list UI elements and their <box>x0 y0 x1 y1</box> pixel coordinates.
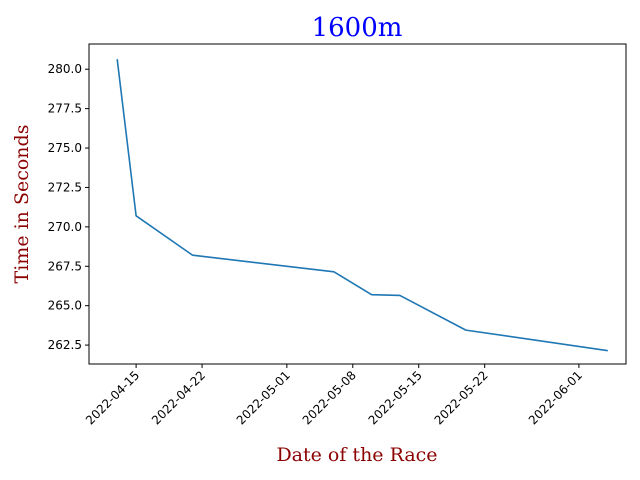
y-tick-label: 262.5 <box>48 338 82 352</box>
y-axis-label: Time in Seconds <box>11 125 33 284</box>
y-tick-label: 272.5 <box>48 180 82 194</box>
axes-frame <box>88 43 627 365</box>
y-axis-ticks: 262.5 265.0 267.5 270.0 272.5 275.0 277.5 280.0 <box>48 62 89 352</box>
chart-title: 1600m <box>312 13 403 43</box>
y-tick-label: 280.0 <box>48 62 82 76</box>
y-tick-label: 275.0 <box>48 141 82 155</box>
plot-area <box>88 43 627 365</box>
y-tick-label: 267.5 <box>48 259 82 273</box>
y-tick-label: 270.0 <box>48 220 82 234</box>
y-tick-label: 277.5 <box>48 102 82 116</box>
x-axis-label: Date of the Race <box>276 444 437 466</box>
series-line-0 <box>116 58 608 352</box>
y-tick-label: 265.0 <box>48 299 82 313</box>
